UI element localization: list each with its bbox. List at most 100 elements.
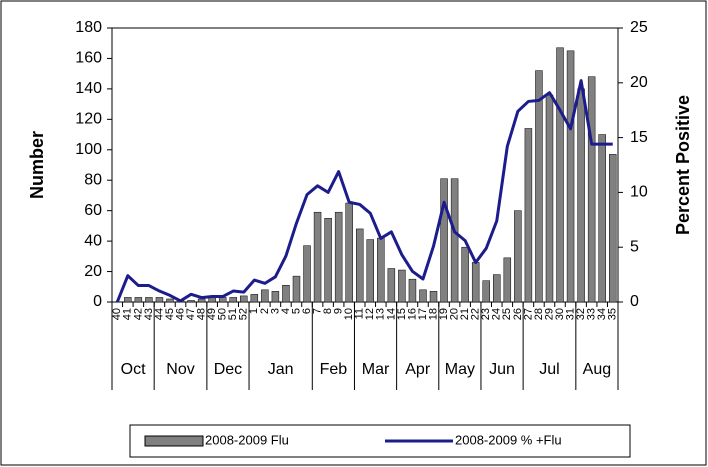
bar (566, 50, 575, 303)
month-label: Dec (214, 361, 242, 378)
month-label: Mar (362, 361, 390, 378)
x-tick-label: 19 (438, 308, 450, 320)
y2-tick-label: 5 (630, 238, 639, 255)
month-label: Nov (166, 361, 194, 378)
y2-tick-label: 15 (630, 129, 648, 146)
y-tick-label: 20 (84, 263, 102, 280)
x-tick-label: 25 (501, 308, 513, 320)
bar (271, 291, 280, 303)
bar (334, 211, 343, 303)
x-tick-label: 34 (596, 308, 608, 320)
x-tick-label: 5 (290, 308, 302, 314)
line (115, 79, 613, 303)
y-tick-label: 80 (84, 171, 102, 188)
x-tick-label: 28 (533, 308, 545, 320)
bar (598, 134, 606, 303)
legend-label: 2008-2009 Flu (205, 432, 289, 447)
bar (187, 300, 195, 303)
x-tick-label: 2 (259, 308, 271, 314)
y-tick-label: 120 (75, 111, 102, 128)
x-tick-label: 18 (427, 308, 439, 320)
y-tick-label: 100 (75, 141, 102, 158)
bar (229, 297, 237, 303)
bar (503, 257, 512, 303)
x-tick-label: 48 (196, 308, 208, 320)
x-tick-label: 52 (238, 308, 250, 320)
month-label: May (445, 361, 475, 378)
y-tick-label: 0 (93, 293, 102, 310)
bar (282, 285, 290, 303)
bar (366, 239, 374, 303)
y-tick-label: 60 (84, 202, 102, 219)
bar (292, 275, 301, 303)
bar (324, 218, 332, 303)
bar (387, 268, 396, 303)
bar (440, 178, 448, 303)
x-tick-label: 51 (227, 308, 239, 320)
x-tick-label: 46 (174, 308, 186, 320)
month-label: Jul (539, 361, 559, 378)
bar (556, 47, 564, 303)
month-label: Jan (268, 361, 294, 378)
bar (145, 297, 153, 303)
x-tick-label: 33 (586, 308, 598, 320)
bar (408, 278, 417, 303)
bar (524, 128, 533, 303)
bar (303, 245, 311, 303)
x-tick-label: 42 (132, 308, 144, 320)
x-tick-label: 43 (143, 308, 155, 320)
x-tick-label: 7 (311, 308, 323, 314)
bar (587, 76, 596, 303)
x-tick-label: 47 (185, 308, 197, 320)
x-tick-label: 49 (206, 308, 218, 320)
bar (345, 202, 353, 303)
bar (450, 178, 459, 303)
y2-tick-label: 25 (630, 19, 648, 36)
x-tick-label: 16 (406, 308, 418, 320)
bar (124, 297, 132, 303)
x-tick-label: 27 (522, 308, 534, 320)
x-tick-label: 20 (449, 308, 461, 320)
y-axis-title: Number (27, 131, 47, 199)
y-tick-label: 180 (75, 19, 102, 36)
bar (313, 211, 322, 303)
legend-swatch (144, 435, 204, 447)
y2-axis-title: Percent Positive (673, 95, 693, 235)
bar (240, 295, 248, 303)
x-tick-label: 26 (512, 308, 524, 320)
month-label: Aug (583, 361, 611, 378)
x-tick-label: 3 (269, 308, 281, 314)
bar (356, 228, 364, 303)
bar (514, 210, 522, 303)
bar (535, 70, 543, 303)
month-label: Feb (320, 361, 348, 378)
y-tick-label: 160 (75, 50, 102, 67)
x-tick-label: 29 (543, 308, 555, 320)
bar (609, 154, 617, 303)
x-tick-label: 6 (301, 308, 313, 314)
x-tick-label: 22 (470, 308, 482, 320)
month-label: Jun (489, 361, 515, 378)
x-tick-label: 32 (575, 308, 587, 320)
y2-tick-label: 20 (630, 74, 648, 91)
x-tick-label: 13 (375, 308, 387, 320)
x-tick-label: 9 (333, 308, 345, 314)
x-tick-label: 50 (217, 308, 229, 320)
x-tick-label: 14 (385, 308, 397, 320)
bar (218, 297, 227, 303)
x-tick-label: 21 (459, 308, 471, 320)
x-tick-label: 44 (153, 308, 165, 320)
x-tick-label: 17 (417, 308, 429, 320)
y2-tick-label: 0 (630, 293, 639, 310)
x-tick-label: 4 (280, 308, 292, 314)
bar (155, 297, 164, 303)
bar (377, 237, 385, 303)
x-tick-label: 41 (122, 308, 134, 320)
x-tick-label: 11 (354, 308, 366, 319)
x-tick-label: 15 (396, 308, 408, 320)
bar (166, 298, 174, 303)
bar (545, 94, 554, 303)
x-tick-label: 35 (607, 308, 619, 320)
x-tick-label: 31 (564, 308, 576, 320)
